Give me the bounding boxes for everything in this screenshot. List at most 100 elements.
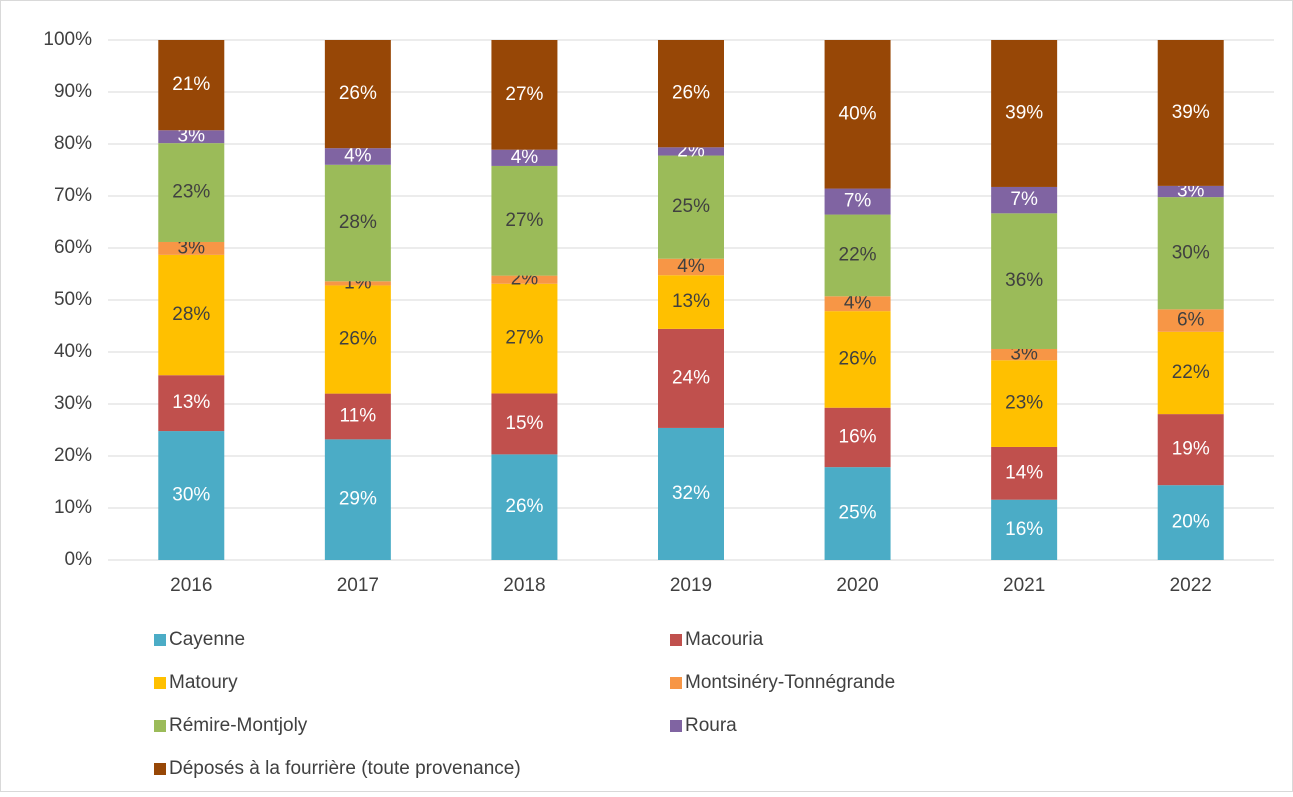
bar-segment (991, 213, 1058, 349)
bar-segment (158, 431, 225, 560)
data-label: 4% (511, 147, 539, 168)
y-tick-label: 80% (54, 133, 92, 154)
data-label: 29% (339, 489, 377, 510)
legend-label: Montsinéry-Tonnégrande (685, 672, 895, 693)
data-label: 3% (178, 237, 206, 258)
legend-swatch (154, 763, 166, 775)
data-label: 40% (839, 103, 877, 124)
bar-segment (824, 188, 891, 215)
bar-segment (491, 149, 558, 166)
bar-segment (658, 275, 724, 329)
data-label: 39% (1172, 102, 1210, 123)
y-tick-label: 30% (54, 393, 92, 414)
legend-swatch (154, 720, 166, 732)
bar-segment (991, 446, 1058, 500)
bar-segment (824, 407, 891, 468)
y-tick-label: 100% (43, 29, 92, 50)
bar-segment (658, 258, 724, 276)
bar-segment (324, 285, 391, 394)
legend-label: Déposés à la fourrière (toute provenance… (169, 758, 521, 779)
data-label: 27% (505, 328, 543, 349)
data-label: 14% (1005, 462, 1043, 483)
data-label: 16% (839, 426, 877, 447)
data-label: 24% (672, 367, 710, 388)
bar-segment (824, 311, 891, 408)
data-label: 26% (505, 496, 543, 517)
data-label: 11% (340, 405, 377, 426)
bar-segment (158, 254, 225, 376)
legend-swatch (670, 677, 682, 689)
x-tick-label: 2022 (1170, 575, 1212, 596)
data-label: 30% (172, 485, 210, 506)
bar-segment (324, 148, 391, 165)
y-tick-label: 50% (54, 289, 92, 310)
data-label: 7% (844, 191, 872, 212)
x-tick-label: 2018 (503, 575, 545, 596)
y-tick-label: 20% (54, 445, 92, 466)
data-label: 4% (844, 293, 872, 314)
bar-segment (158, 143, 225, 242)
y-tick-label: 90% (54, 81, 92, 102)
y-tick-label: 70% (54, 185, 92, 206)
data-label: 21% (172, 74, 210, 95)
bar-segment (1157, 197, 1224, 310)
data-label: 28% (339, 212, 377, 233)
legend-label: Roura (685, 715, 737, 736)
data-label: 13% (172, 392, 210, 413)
data-label: 4% (677, 256, 705, 277)
data-label: 32% (672, 483, 710, 504)
y-tick-label: 60% (54, 237, 92, 258)
data-label: 25% (672, 196, 710, 217)
data-label: 26% (339, 83, 377, 104)
bar-segment (324, 40, 391, 149)
data-label: 26% (839, 348, 877, 369)
x-tick-label: 2019 (670, 575, 712, 596)
data-label: 22% (839, 244, 877, 265)
bar-segment (1157, 414, 1224, 486)
data-label: 30% (1172, 242, 1210, 263)
bar-segment (991, 40, 1058, 187)
y-tick-label: 40% (54, 341, 92, 362)
bar-segment (824, 467, 891, 560)
bar-segment (1157, 309, 1224, 332)
legend-label: Cayenne (169, 629, 245, 650)
data-label: 4% (344, 145, 372, 166)
data-label: 27% (505, 84, 543, 105)
data-label: 20% (1172, 512, 1210, 533)
data-label: 3% (178, 126, 206, 147)
data-label: 25% (839, 503, 877, 524)
bar-segment (658, 147, 724, 156)
bar-segment (1157, 485, 1224, 560)
bar-segment (991, 348, 1058, 361)
legend-swatch (670, 720, 682, 732)
data-label: 28% (172, 304, 210, 325)
bar-segment (1157, 185, 1224, 198)
data-label: 26% (672, 83, 710, 104)
bar-segment (491, 393, 558, 455)
data-label: 27% (505, 210, 543, 231)
bar-segment (991, 186, 1058, 214)
bar-segment (824, 40, 891, 189)
bar-segment (491, 165, 558, 276)
data-label: 23% (1005, 393, 1043, 414)
legend-swatch (154, 677, 166, 689)
data-label: 22% (1172, 362, 1210, 383)
bar-segment (324, 281, 391, 286)
data-label: 39% (1005, 102, 1043, 123)
x-tick-label: 2021 (1003, 575, 1045, 596)
bar-segment (824, 214, 891, 297)
bar-segment (658, 40, 724, 148)
bar-segment (491, 275, 558, 284)
data-label: 19% (1172, 439, 1210, 460)
data-label: 13% (672, 291, 710, 312)
data-label: 26% (339, 329, 377, 350)
bar-segment (658, 328, 724, 428)
bar-segment (158, 40, 225, 131)
y-tick-label: 0% (65, 549, 93, 570)
legend-label: Matoury (169, 672, 238, 693)
bar-segment (491, 40, 558, 150)
bar-segment (324, 393, 391, 440)
bar-segment (991, 499, 1058, 560)
legend-swatch (670, 634, 682, 646)
